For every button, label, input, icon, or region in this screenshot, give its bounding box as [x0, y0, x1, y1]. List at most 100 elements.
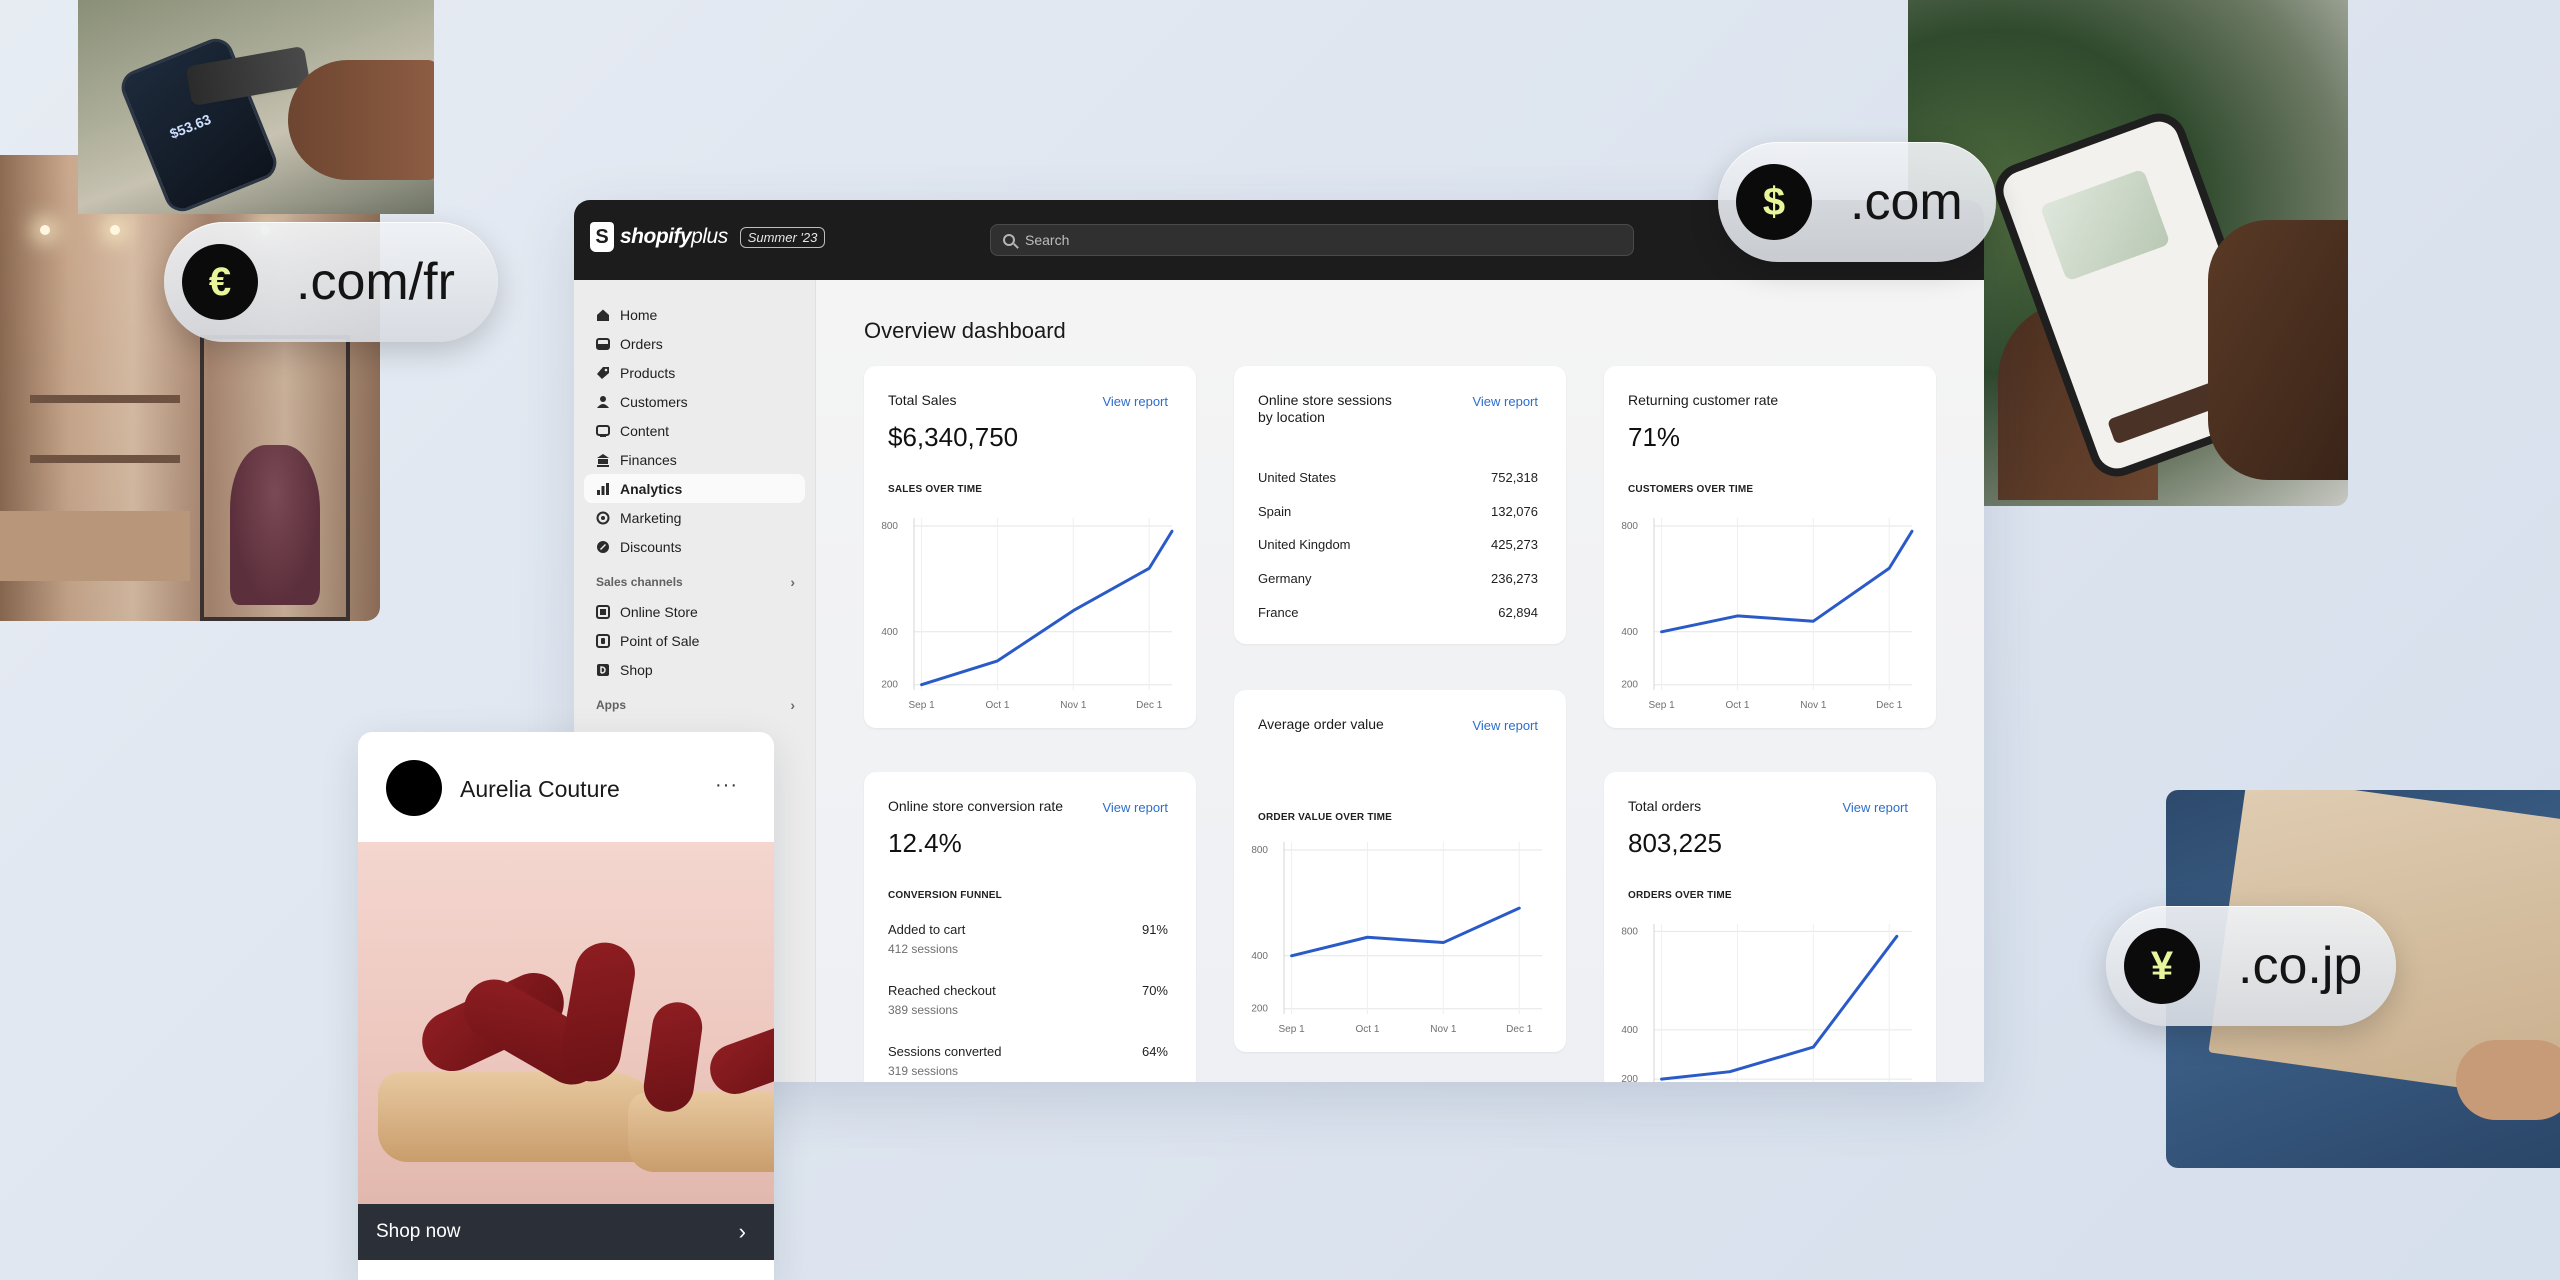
target-icon: [596, 511, 610, 525]
series-line: [920, 529, 1174, 687]
funnel-pct: 70%: [1141, 983, 1168, 998]
domain-pill-com: $ .com: [1718, 142, 1996, 262]
domain-pill-fr: € .com/fr: [164, 222, 498, 342]
store-icon: [596, 604, 610, 619]
session-count: 236,273: [1491, 571, 1538, 586]
card-title: Online store sessions by location: [1258, 392, 1392, 426]
y-tick-label: 200: [881, 680, 898, 691]
sidebar-item-online-store[interactable]: Online Store: [584, 597, 805, 626]
location-row: Germany 236,273: [1258, 571, 1538, 586]
sidebar-item-label: Content: [620, 422, 670, 439]
card-title: Total orders: [1628, 798, 1702, 814]
chevron-right-icon: ›: [790, 574, 795, 590]
total-orders-value: 803,225: [1628, 828, 1722, 858]
y-tick-label: 200: [1251, 1004, 1268, 1015]
average-order-value-card: Average order value View report ORDER VA…: [1234, 690, 1566, 1052]
sidebar-item-label: Shop: [620, 661, 653, 678]
store-shelf: [30, 395, 180, 403]
sidebar-item-point-of-sale[interactable]: Point of Sale: [584, 626, 805, 655]
funnel-sessions: 412 sessions: [888, 942, 959, 956]
sidebar-item-analytics[interactable]: Analytics: [584, 474, 805, 503]
x-tick-label: Oct 1: [1726, 700, 1750, 711]
shop-icon: [596, 663, 610, 677]
location-row: United States 752,318: [1258, 470, 1538, 485]
shop-now-button[interactable]: Shop now ›: [358, 1204, 774, 1260]
card-title-line: by location: [1258, 409, 1325, 425]
apps-header[interactable]: Apps ›: [584, 694, 805, 716]
sidebar-item-finances[interactable]: Finances: [584, 445, 805, 474]
search-input[interactable]: [1025, 232, 1585, 248]
more-options-icon[interactable]: ···: [715, 774, 738, 796]
x-tick-label: Oct 1: [986, 700, 1010, 711]
sidebar-item-shop[interactable]: Shop: [584, 655, 805, 684]
order-value-line-chart: 200 400 800 Sep 1 Oct 1 Nov 1 Dec 1: [1251, 842, 1542, 1035]
funnel-step: Added to cart: [888, 922, 966, 937]
store-counter: [0, 511, 190, 581]
person-icon: [596, 395, 610, 409]
funnel-pct: 64%: [1141, 1044, 1168, 1059]
customers-line-chart: 200 400 800 Sep 1 Oct 1 Nov 1 Dec 1: [1621, 518, 1914, 711]
sidebar-item-orders[interactable]: Orders: [584, 329, 805, 358]
sessions-by-location-card: Online store sessions by location View r…: [1234, 366, 1566, 644]
euro-icon: €: [182, 244, 258, 320]
y-tick-label: 400: [881, 627, 898, 638]
view-report-link[interactable]: View report: [1102, 800, 1168, 815]
domain-tld: .com: [1850, 173, 1963, 231]
chevron-right-icon: ›: [790, 697, 795, 713]
funnel-step: Sessions converted: [888, 1044, 1002, 1059]
funnel-row: Added to cart 91% 412 sessions: [888, 922, 1168, 956]
total-orders-card: Total orders View report 803,225 ORDERS …: [1604, 772, 1936, 1082]
content-icon: [596, 424, 610, 438]
chevron-right-icon: ›: [738, 1219, 746, 1244]
brand-name[interactable]: Aurelia Couture: [460, 776, 620, 802]
funnel-sessions: 319 sessions: [888, 1064, 959, 1078]
sidebar-item-home[interactable]: Home: [584, 300, 805, 329]
shop-now-label: Shop now: [376, 1221, 461, 1242]
section-label: Apps: [596, 698, 626, 712]
section-label: Sales channels: [596, 575, 683, 589]
card-title: Total Sales: [888, 392, 957, 408]
sandal-sole: [378, 1072, 668, 1162]
sidebar-item-products[interactable]: Products: [584, 358, 805, 387]
discount-icon: [596, 540, 610, 554]
shopify-bag-icon: S: [590, 222, 614, 252]
session-count: 425,273: [1491, 537, 1538, 552]
sandal-product-photo: [358, 842, 774, 1204]
sidebar-item-discounts[interactable]: Discounts: [584, 532, 805, 561]
returning-rate-value: 71%: [1628, 422, 1681, 452]
pos-icon: [596, 633, 610, 648]
view-report-link[interactable]: View report: [1102, 394, 1168, 409]
view-report-link[interactable]: View report: [1842, 800, 1908, 815]
view-report-link[interactable]: View report: [1472, 718, 1538, 733]
x-tick-label: Sep 1: [1279, 1024, 1306, 1035]
funnel-sessions: 389 sessions: [888, 1003, 959, 1017]
search-icon: [1003, 234, 1015, 246]
y-tick-label: 200: [1621, 680, 1638, 691]
dress-mannequin: [230, 445, 320, 605]
sidebar-item-content[interactable]: Content: [584, 416, 805, 445]
card-title: Returning customer rate: [1628, 392, 1779, 408]
view-report-link[interactable]: View report: [1472, 394, 1538, 409]
y-tick-label: 400: [1621, 627, 1638, 638]
x-tick-label: Dec 1: [1506, 1024, 1533, 1035]
avatar[interactable]: [386, 760, 442, 816]
total-sales-card: Total Sales View report $6,340,750 SALES…: [864, 366, 1196, 728]
tap-to-pay-photo: $53.63: [78, 0, 434, 214]
sidebar-item-label: Discounts: [620, 538, 682, 555]
sidebar-item-marketing[interactable]: Marketing: [584, 503, 805, 532]
y-tick-label: 800: [881, 521, 898, 532]
page-title: Overview dashboard: [864, 318, 1066, 343]
shopify-plus-logo[interactable]: S shopifyplus Summer '23: [590, 222, 826, 252]
chart-subtitle: ORDER VALUE OVER TIME: [1258, 812, 1393, 823]
bar-chart-icon: [596, 482, 610, 496]
sidebar-item-label: Marketing: [620, 509, 682, 526]
shopify-admin-window: S shopifyplus Summer '23 Home Orders Pro…: [574, 200, 1984, 1082]
y-tick-label: 800: [1251, 845, 1268, 856]
y-tick-label: 400: [1621, 1025, 1638, 1036]
sales-channels-header[interactable]: Sales channels ›: [584, 571, 805, 593]
card-title-line: Online store sessions: [1258, 392, 1392, 408]
session-count: 752,318: [1491, 470, 1538, 485]
sidebar-item-customers[interactable]: Customers: [584, 387, 805, 416]
search-bar[interactable]: [990, 224, 1634, 256]
x-tick-label: Dec 1: [1876, 700, 1903, 711]
